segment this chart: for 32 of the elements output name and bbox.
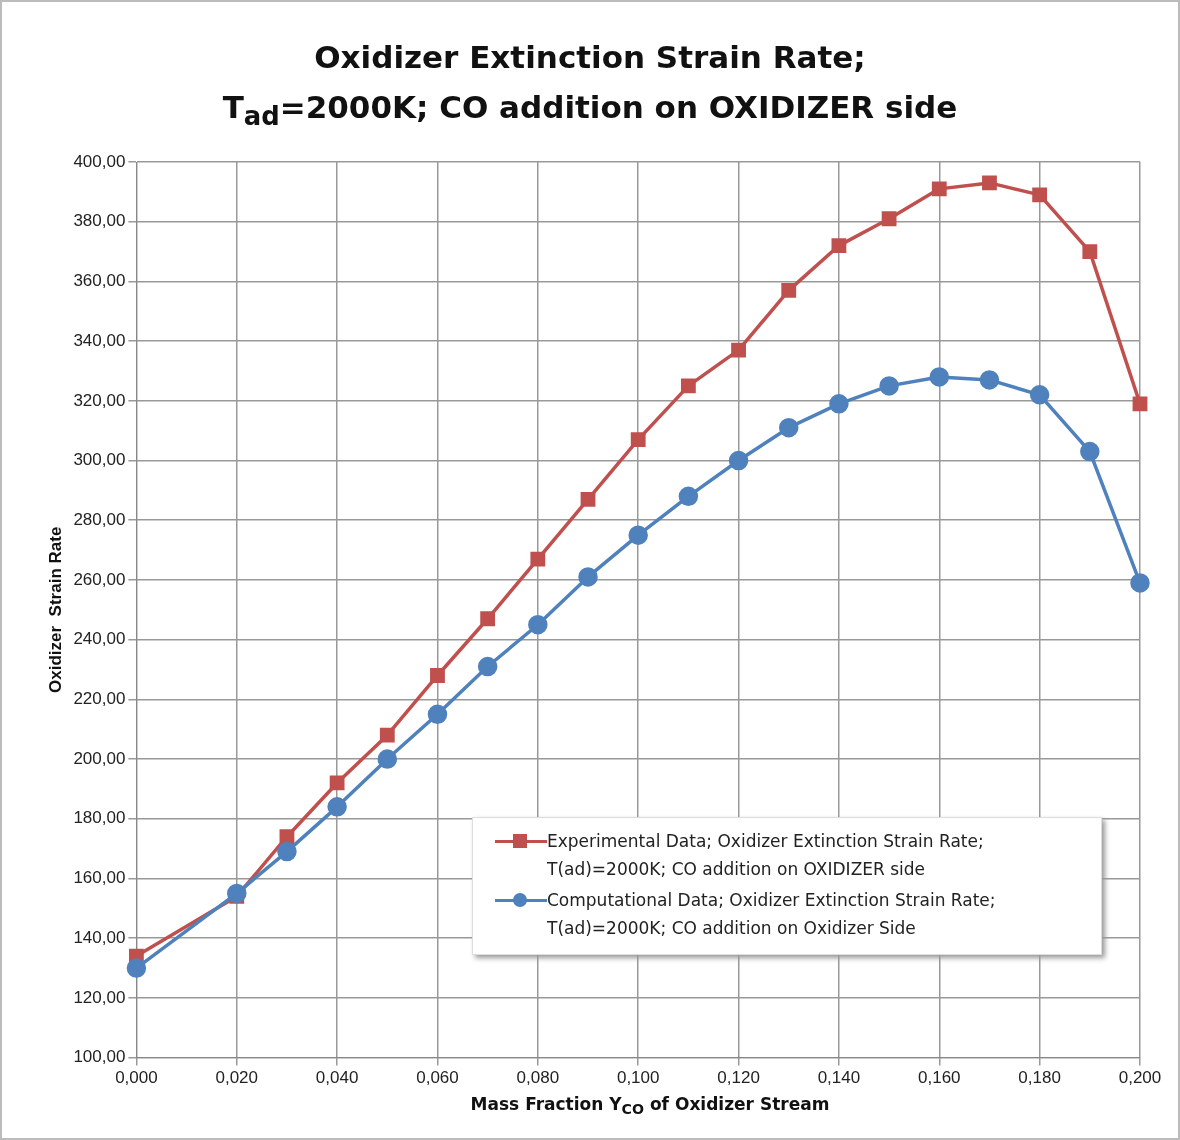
- x-tick-label: 0,180: [1018, 1068, 1061, 1088]
- y-tick-label: 360,00: [73, 271, 126, 291]
- y-tick-label: 220,00: [73, 689, 126, 709]
- legend-label: Computational Data; Oxidizer Extinction Strain Rate; T(ad)=2000K; CO addition on Oxidizer Side: [547, 889, 997, 940]
- x-tick-label: 0,080: [516, 1068, 560, 1088]
- y-tick-label: 280,00: [73, 509, 126, 529]
- y-tick-label: 160,00: [73, 868, 126, 888]
- y-tick-label: 180,00: [73, 808, 126, 828]
- legend-label: Experimental Data; Oxidizer Extinction Strain Rate; T(ad)=2000K; CO addition on OXIDIZER side: [547, 830, 985, 881]
- y-tick-label: 240,00: [73, 629, 126, 649]
- x-tick-label: 0,000: [115, 1068, 158, 1088]
- x-tick-label: 0,040: [315, 1068, 359, 1088]
- x-tick-label: 0,100: [616, 1068, 660, 1088]
- y-tick-label: 140,00: [73, 927, 126, 947]
- chart-title: Oxidizer Extinction Strain Rate; T$_{ad}$=2000K; CO addition on OXIDIZER side: [222, 39, 958, 132]
- x-tick-label: 0,020: [215, 1068, 259, 1088]
- y-tick-label: 320,00: [73, 390, 126, 410]
- y-tick-label: 100,00: [73, 1047, 126, 1067]
- y-tick-label: 200,00: [73, 748, 126, 768]
- y-tick-label: 120,00: [73, 987, 126, 1007]
- y-tick-label: 300,00: [73, 450, 126, 470]
- y-tick-label: 400,00: [73, 151, 126, 171]
- y-tick-label: 340,00: [73, 330, 126, 350]
- y-axis-title: Oxidizer Strain Rate: [45, 526, 65, 693]
- x-tick-label: 0,120: [717, 1068, 760, 1088]
- x-tick-label: 0,200: [1118, 1068, 1162, 1088]
- x-tick-label: 0,140: [817, 1068, 861, 1088]
- y-tick-label: 260,00: [73, 569, 126, 589]
- x-tick-label: 0,060: [416, 1068, 459, 1088]
- y-tick-label: 380,00: [73, 211, 126, 231]
- x-axis-title: Mass Fraction Y$_{CO}$ of Oxidizer Stream: [469, 1094, 831, 1118]
- x-tick-label: 0,160: [918, 1068, 961, 1088]
